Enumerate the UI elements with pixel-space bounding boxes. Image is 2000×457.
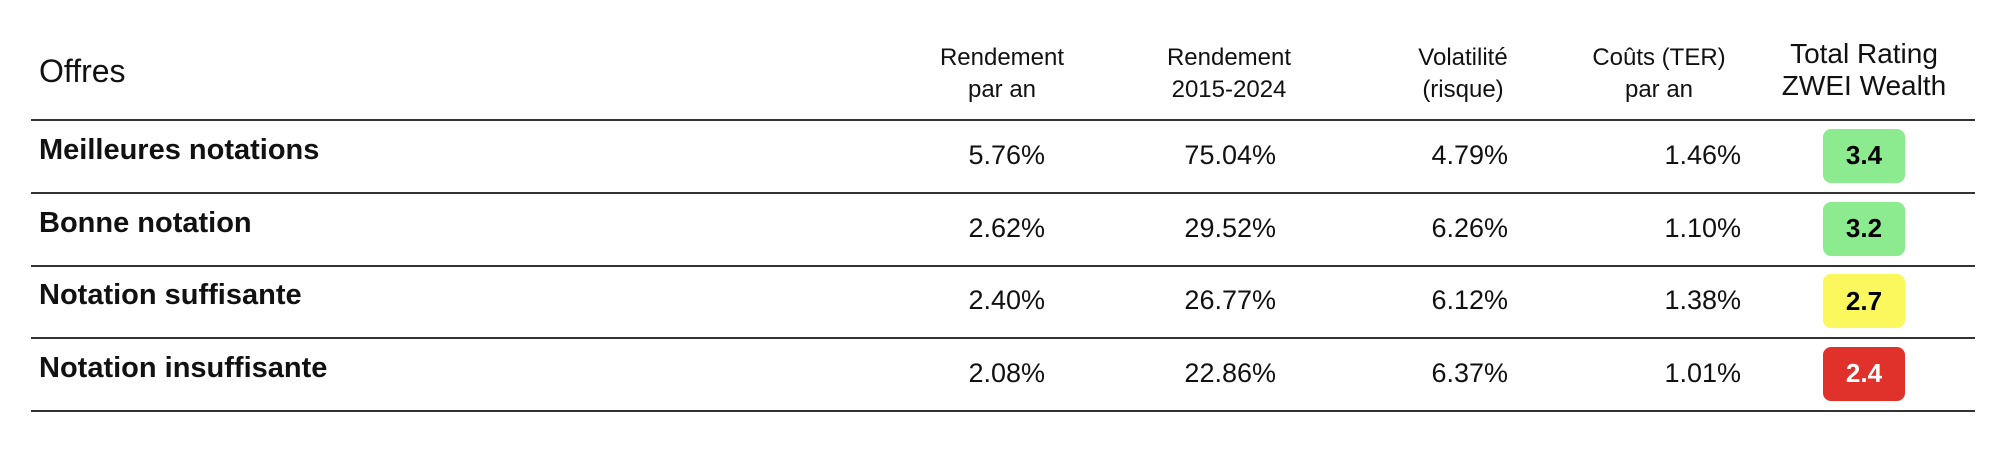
cell-value: 6.12% bbox=[1431, 285, 1508, 315]
header-cell: par an bbox=[1624, 76, 1694, 103]
cell-value: 5.76% bbox=[968, 139, 1045, 170]
header-cell: ZWEI Wealth bbox=[1781, 70, 1947, 101]
row-label: Notation suffisante bbox=[39, 279, 302, 311]
row-label: Notation insuffisante bbox=[39, 351, 328, 384]
cell-value: 22.86% bbox=[1184, 357, 1276, 388]
header-cell: Volatilité bbox=[1418, 44, 1508, 71]
cell-value: 2.40% bbox=[968, 285, 1045, 315]
rating-badge: 2.7 bbox=[1823, 274, 1905, 328]
row-divider bbox=[31, 192, 1975, 194]
rating-badge: 2.4 bbox=[1823, 346, 1905, 401]
cell-value: 26.77% bbox=[1184, 285, 1276, 315]
row-divider bbox=[31, 410, 1975, 412]
header-cell: par an bbox=[967, 76, 1037, 103]
rating-badge: 3.4 bbox=[1823, 128, 1905, 183]
row-divider bbox=[31, 119, 1975, 121]
header-cell: Total Rating bbox=[1790, 38, 1938, 69]
row-divider bbox=[31, 265, 1975, 267]
header-cell: 2015-2024 bbox=[1171, 76, 1287, 103]
cell-value: 1.01% bbox=[1664, 357, 1741, 388]
cell-value: 2.08% bbox=[968, 357, 1045, 388]
rating-badge: 3.2 bbox=[1823, 201, 1905, 256]
row-label: Meilleures notations bbox=[39, 133, 320, 166]
cell-value: 29.52% bbox=[1184, 212, 1276, 243]
cell-value: 6.26% bbox=[1431, 212, 1508, 243]
header-cell: (risque) bbox=[1422, 76, 1504, 103]
header-cell: Coûts (TER) bbox=[1592, 44, 1726, 71]
cell-value: 1.46% bbox=[1664, 139, 1741, 170]
cell-value: 4.79% bbox=[1431, 139, 1508, 170]
header-cell: Offres bbox=[39, 53, 126, 89]
cell-value: 75.04% bbox=[1184, 139, 1276, 170]
row-divider bbox=[31, 337, 1975, 339]
cell-value: 1.10% bbox=[1664, 212, 1741, 243]
row-label: Bonne notation bbox=[39, 206, 252, 239]
cell-value: 2.62% bbox=[968, 212, 1045, 243]
header-cell: Rendement bbox=[1166, 44, 1292, 71]
cell-value: 1.38% bbox=[1664, 285, 1741, 315]
header-cell: Rendement bbox=[939, 44, 1065, 71]
cell-value: 6.37% bbox=[1431, 357, 1508, 388]
